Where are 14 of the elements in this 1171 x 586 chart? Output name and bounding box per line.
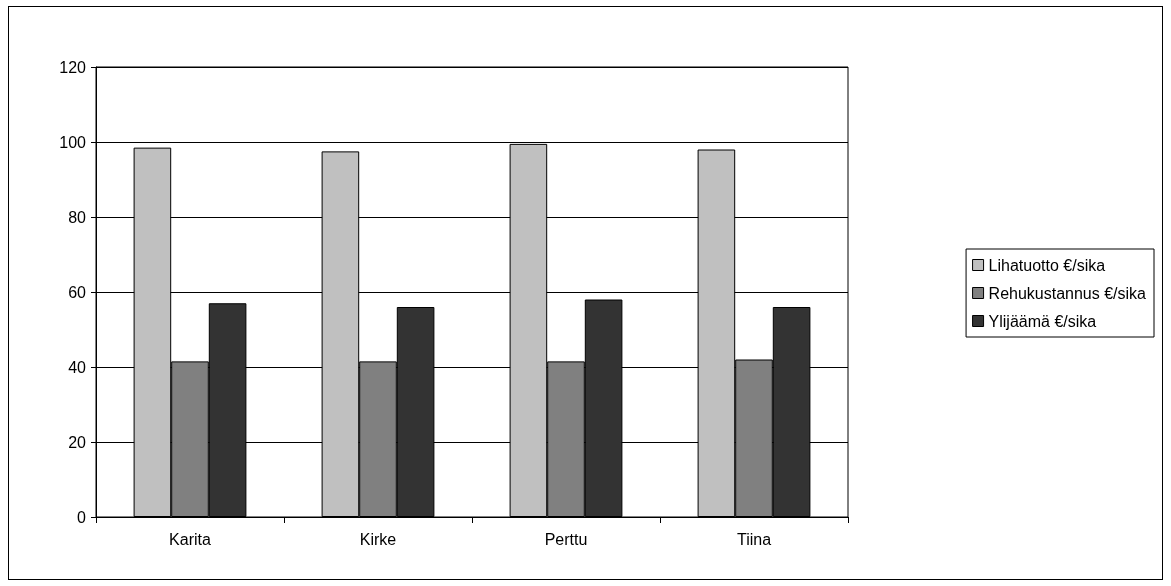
y-tick-label: 40: [68, 358, 87, 376]
y-tick-label: 60: [68, 283, 87, 301]
legend-label: Rehukustannus €/sika: [988, 284, 1147, 302]
x-tick-label: Tiina: [736, 530, 772, 548]
legend-label: Lihatuotto €/sika: [988, 256, 1106, 274]
x-tick-label: Perttu: [544, 530, 588, 548]
y-tick-label: 20: [68, 433, 87, 451]
y-tick-label: 0: [77, 508, 87, 526]
x-tick-label: Karita: [169, 530, 211, 548]
y-tick-label: 100: [59, 133, 87, 151]
legend-label: Ylijäämä €/sika: [988, 312, 1097, 330]
y-tick-label: 120: [59, 58, 87, 76]
y-tick-label: 80: [68, 208, 87, 226]
x-tick-label: Kirke: [359, 530, 397, 548]
